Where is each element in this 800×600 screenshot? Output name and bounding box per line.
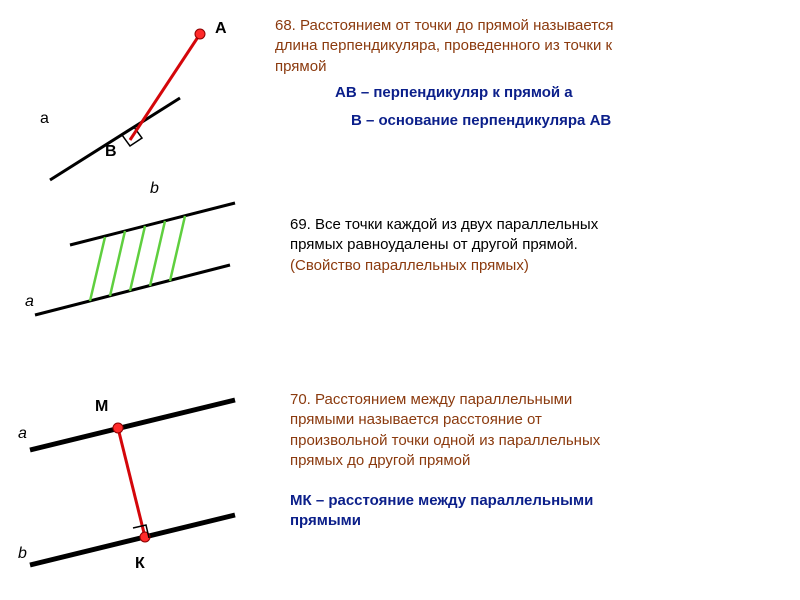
label-b-70: b <box>18 545 27 563</box>
t70-l3: произвольной точки одной из параллельных <box>290 432 600 449</box>
text-69: 69. Все точки каждой из двух параллельны… <box>290 215 790 276</box>
label-a-68: а <box>40 110 49 128</box>
t70-s1: МК – расстояние между параллельными <box>290 492 593 509</box>
t68-l3: прямой <box>275 58 326 75</box>
label-K: К <box>135 555 145 573</box>
num-70: 70. <box>290 391 311 408</box>
label-B: В <box>105 143 117 161</box>
text-68: 68. Расстоянием от точки до прямой назыв… <box>275 16 785 131</box>
t70-l4: прямых до другой прямой <box>290 452 470 469</box>
t68-l2: длина перпендикуляра, проведенного из то… <box>275 37 612 54</box>
label-b-69: b <box>150 180 159 198</box>
t69-l3: (Свойство параллельных прямых) <box>290 257 529 274</box>
label-A: А <box>215 20 227 38</box>
t70-l1: Расстоянием между параллельными <box>315 391 572 408</box>
num-69: 69. <box>290 216 311 233</box>
t69-l1: Все точки каждой из двух параллельных <box>315 216 598 233</box>
diagram-70: М К a b <box>0 370 260 590</box>
t70-l2: прямыми называется расстояние от <box>290 411 542 428</box>
t68-l1: Расстоянием от точки до прямой называетс… <box>300 17 614 34</box>
label-M: М <box>95 398 108 416</box>
text-70: 70. Расстоянием между параллельными прям… <box>290 390 790 532</box>
num-68: 68. <box>275 17 296 34</box>
diagram-69: a b <box>0 185 260 335</box>
t68-s1: АВ – перпендикуляр к прямой а <box>335 84 573 101</box>
label-a-70: a <box>18 425 27 443</box>
t69-l2: прямых равноудалены от другой прямой. <box>290 236 578 253</box>
t68-s2: В – основание перпендикуляра АВ <box>351 112 611 129</box>
label-a-69: a <box>25 293 34 311</box>
t70-s2: прямыми <box>290 512 361 529</box>
diagram-68: А В а <box>0 10 260 190</box>
